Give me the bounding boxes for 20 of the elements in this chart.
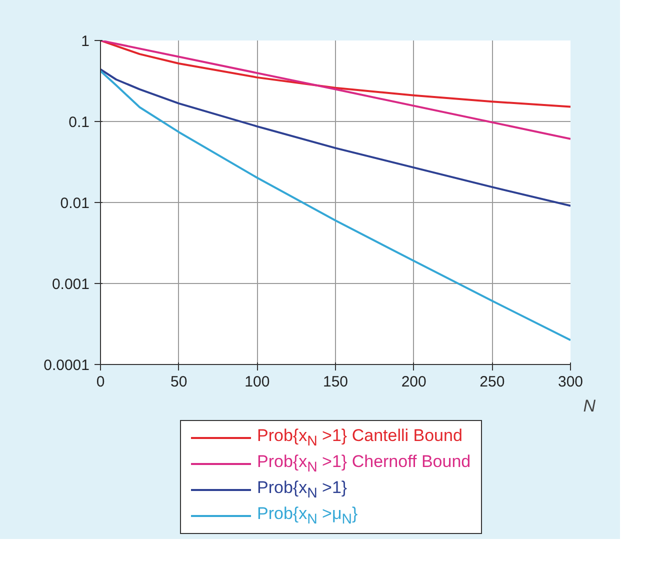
x-tick-label: 100 — [244, 374, 270, 390]
line-series — [100, 70, 570, 342]
x-axis-title: N — [583, 396, 596, 416]
y-tick-label: 0.01 — [60, 195, 90, 212]
x-tick-label: 250 — [480, 374, 505, 390]
x-tick-label: 0 — [96, 374, 105, 390]
x-tick-label: 300 — [558, 374, 584, 390]
x-tick-label: 50 — [170, 374, 188, 390]
x-tick-label: 150 — [322, 374, 348, 390]
y-tick-label: 0.0001 — [44, 357, 90, 374]
legend-label: Prob{x$_{N}$ >1} Cantelli Bound — [257, 425, 462, 452]
legend-label: Prob{x$_{N}$ >1} — [257, 477, 348, 504]
y-tick-label: 0.1 — [68, 114, 90, 131]
line-series — [100, 68, 570, 207]
y-tick-label: 0.001 — [52, 276, 90, 293]
legend-label: Prob{x$_{N}$ >μ$_{N}$} — [257, 503, 358, 530]
x-tick-label: 200 — [401, 374, 426, 390]
legend-label: Prob{x$_{N}$ >1} Chernoff Bound — [257, 451, 471, 478]
y-tick-label: 1 — [81, 33, 90, 50]
line-series — [100, 40, 570, 108]
